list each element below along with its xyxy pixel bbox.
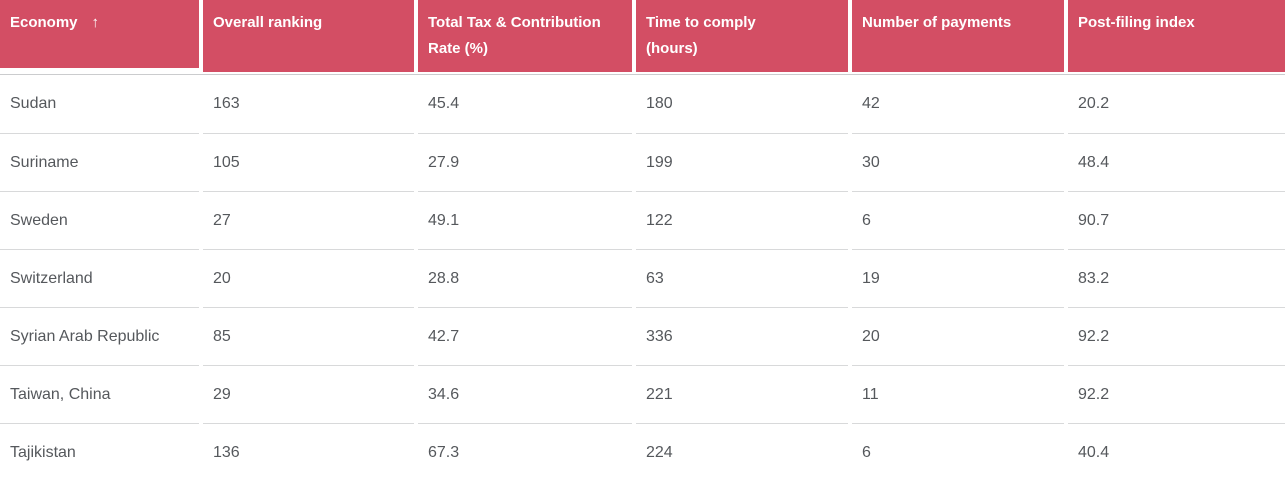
table-row: Suriname 105 27.9 199 30 48.4	[0, 133, 1285, 191]
table-row: Sudan 163 45.4 180 42 20.2	[0, 75, 1285, 133]
cell-post-filing-index: 40.4	[1068, 423, 1285, 481]
cell-overall-ranking: 27	[203, 191, 414, 249]
column-header-label: Total Tax & Contribution	[428, 14, 601, 31]
column-header-time-to-comply[interactable]: Time to comply (hours)	[636, 0, 848, 72]
cell-post-filing-index: 92.2	[1068, 307, 1285, 365]
column-header-label-line2: (hours)	[646, 40, 698, 57]
table-row: Tajikistan 136 67.3 224 6 40.4	[0, 423, 1285, 481]
column-header-total-tax-contribution-rate[interactable]: Total Tax & Contribution Rate (%)	[418, 0, 632, 72]
table-body: Sudan 163 45.4 180 42 20.2 Suriname 105 27.9 199 3…	[0, 75, 1285, 481]
column-header-label: Overall ranking	[213, 14, 323, 31]
table-row: Taiwan, China 29 34.6 221 11 92.2	[0, 365, 1285, 423]
cell-total-tax-contribution-rate: 67.3	[418, 423, 632, 481]
table-header-row: Economy ↑ Overall ranking Total Tax & Contr…	[0, 0, 1285, 72]
column-header-label: Number of payments	[862, 14, 1012, 31]
cell-total-tax-contribution-rate: 45.4	[428, 95, 460, 112]
cell-number-of-payments: 30	[852, 133, 1064, 191]
cell-post-filing-index: 90.7	[1068, 191, 1285, 249]
cell-post-filing-index: 83.2	[1068, 249, 1285, 307]
column-header-label: Post-filing index	[1078, 14, 1195, 31]
cell-time-to-comply: 122	[636, 191, 848, 249]
cell-overall-ranking: 29	[203, 365, 414, 423]
table-row: Switzerland 20 28.8 63 19 83.2	[0, 249, 1285, 307]
cell-time-to-comply: 224	[636, 423, 848, 481]
column-header-post-filing-index[interactable]: Post-filing index	[1068, 0, 1285, 72]
header-divider	[0, 74, 1285, 75]
table-row: Syrian Arab Republic 85 42.7 336 20 92.2	[0, 307, 1285, 365]
cell-time-to-comply: 199	[636, 133, 848, 191]
column-header-label: Economy ↑	[10, 14, 100, 31]
column-header-economy[interactable]: Economy ↑	[0, 0, 199, 72]
cell-economy: Taiwan, China	[0, 365, 199, 423]
table-row: Sweden 27 49.1 122 6 90.7	[0, 191, 1285, 249]
cell-economy: Sweden	[0, 191, 199, 249]
cell-time-to-comply: 63	[636, 249, 848, 307]
column-header-overall-ranking[interactable]: Overall ranking	[203, 0, 414, 72]
cell-economy: Suriname	[0, 133, 199, 191]
cell-total-tax-contribution-rate: 49.1	[418, 191, 632, 249]
column-header-label: Time to comply	[646, 14, 756, 31]
cell-economy: Sudan	[10, 95, 57, 112]
cell-time-to-comply: 180	[646, 95, 673, 112]
cell-number-of-payments: 42	[862, 95, 880, 112]
cell-post-filing-index: 48.4	[1068, 133, 1285, 191]
column-header-number-of-payments[interactable]: Number of payments	[852, 0, 1064, 72]
cell-total-tax-contribution-rate: 28.8	[418, 249, 632, 307]
cell-time-to-comply: 336	[636, 307, 848, 365]
cell-overall-ranking: 105	[203, 133, 414, 191]
cell-total-tax-contribution-rate: 27.9	[418, 133, 632, 191]
cell-overall-ranking: 85	[203, 307, 414, 365]
sort-ascending-icon: ↑	[91, 14, 100, 31]
cell-number-of-payments: 11	[852, 365, 1064, 423]
cell-overall-ranking: 20	[203, 249, 414, 307]
cell-number-of-payments: 19	[852, 249, 1064, 307]
cell-overall-ranking: 163	[213, 95, 240, 112]
cell-overall-ranking: 136	[203, 423, 414, 481]
cell-economy: Switzerland	[0, 249, 199, 307]
column-header-label-line2: Rate (%)	[428, 40, 489, 57]
cell-number-of-payments: 20	[852, 307, 1064, 365]
cell-number-of-payments: 6	[852, 191, 1064, 249]
cell-economy: Tajikistan	[0, 423, 199, 481]
cell-post-filing-index: 92.2	[1068, 365, 1285, 423]
cell-economy: Syrian Arab Republic	[0, 307, 199, 365]
cell-number-of-payments: 6	[852, 423, 1064, 481]
cell-time-to-comply: 221	[636, 365, 848, 423]
cell-total-tax-contribution-rate: 34.6	[418, 365, 632, 423]
cell-total-tax-contribution-rate: 42.7	[418, 307, 632, 365]
cell-post-filing-index: 20.2	[1078, 95, 1110, 112]
